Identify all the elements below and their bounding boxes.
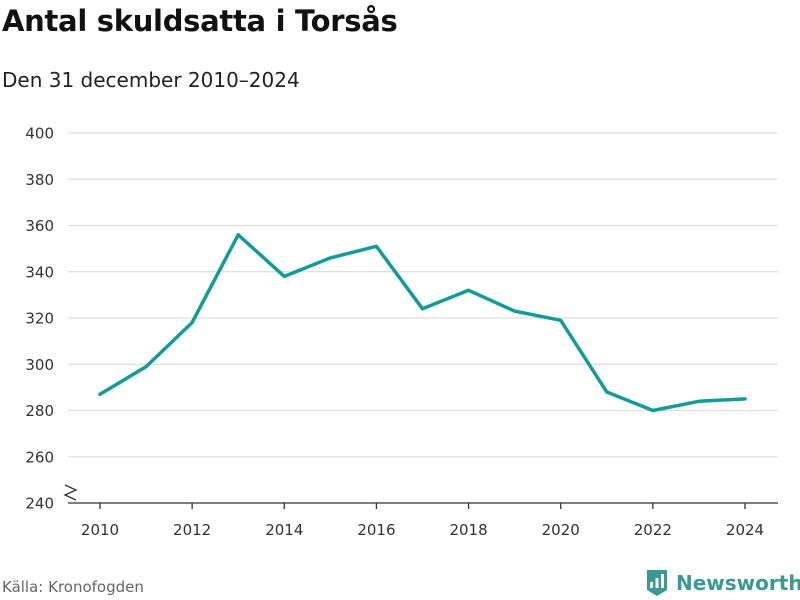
y-tick-label: 400 — [25, 125, 54, 143]
data-point — [98, 392, 102, 396]
data-points — [98, 233, 747, 412]
newsworthy-logo-icon — [647, 570, 667, 596]
y-axis-ticks: 240 260 280 300 320 340 360 380 400 — [25, 125, 54, 513]
data-point — [651, 409, 655, 412]
x-tick-label: 2018 — [449, 521, 487, 539]
y-tick-label: 340 — [25, 263, 54, 281]
x-axis-ticks: 2010 2012 2014 2016 2018 2020 2022 2024 — [81, 503, 764, 539]
brand-logo: Newsworthy — [646, 568, 800, 598]
data-point — [467, 288, 471, 292]
y-tick-label: 300 — [25, 356, 54, 374]
data-point — [743, 397, 747, 401]
data-point — [144, 365, 148, 369]
data-point — [421, 307, 424, 311]
y-tick-label: 280 — [25, 402, 54, 420]
data-point — [236, 233, 240, 237]
y-tick-label: 380 — [25, 171, 54, 189]
data-point — [697, 399, 701, 403]
data-point — [282, 274, 286, 278]
axis-break-icon — [63, 484, 78, 501]
y-tick-label: 320 — [25, 310, 54, 328]
x-tick-label: 2020 — [542, 521, 580, 539]
data-point — [328, 256, 332, 260]
x-tick-label: 2014 — [265, 521, 303, 539]
brand-name: Newsworthy — [676, 571, 800, 595]
y-tick-label: 260 — [25, 448, 54, 466]
source-note: Källa: Kronofogden — [2, 578, 144, 596]
series-line — [98, 233, 747, 413]
x-tick-label: 2022 — [634, 521, 672, 539]
data-point — [513, 309, 517, 313]
y-tick-label: 360 — [25, 217, 54, 235]
x-tick-label: 2012 — [173, 521, 211, 539]
y-tick-label: 240 — [25, 495, 54, 513]
grid-lines — [68, 132, 778, 458]
chart-subtitle: Den 31 december 2010–2024 — [2, 68, 300, 92]
x-tick-label: 2024 — [726, 521, 764, 539]
data-point — [559, 318, 563, 322]
x-tick-label: 2010 — [81, 521, 119, 539]
chart-title: Antal skuldsatta i Torsås — [2, 4, 398, 38]
data-point — [374, 244, 378, 248]
data-point — [190, 321, 194, 325]
x-tick-label: 2016 — [357, 521, 395, 539]
data-point — [605, 390, 609, 394]
